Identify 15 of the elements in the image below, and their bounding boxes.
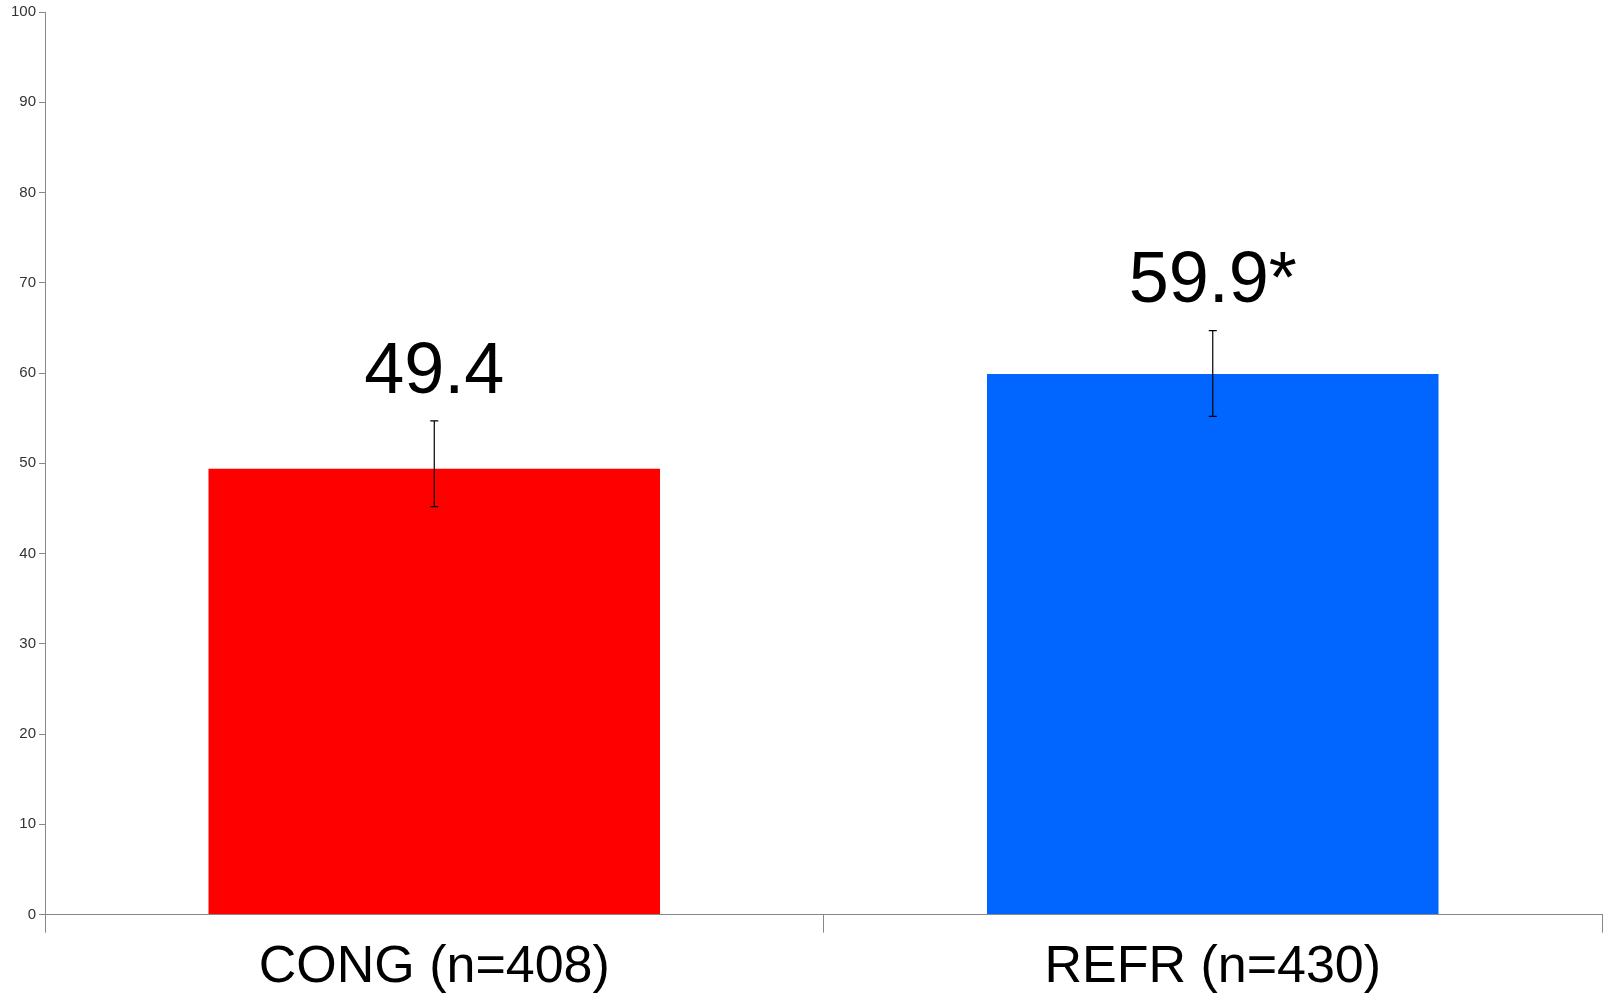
y-tick-label: 40: [19, 543, 37, 561]
y-tick-label: 0: [27, 904, 37, 922]
y-tick-label: 70: [19, 272, 37, 290]
y-tick-label: 90: [19, 92, 37, 110]
x-tick-label: CONG (n=408): [258, 935, 610, 994]
y-tick-label: 80: [19, 182, 37, 200]
data-label: 49.4: [364, 327, 505, 408]
y-tick-label: 10: [19, 814, 37, 832]
y-tick-label: 60: [19, 363, 37, 381]
y-tick-label: 50: [19, 453, 37, 471]
y-tick-label: 30: [19, 633, 37, 651]
y-tick-label: 100: [11, 2, 37, 20]
x-tick-label: REFR (n=430): [1044, 935, 1382, 994]
y-tick-label: 20: [19, 724, 37, 742]
data-label: 59.9*: [1128, 237, 1297, 318]
